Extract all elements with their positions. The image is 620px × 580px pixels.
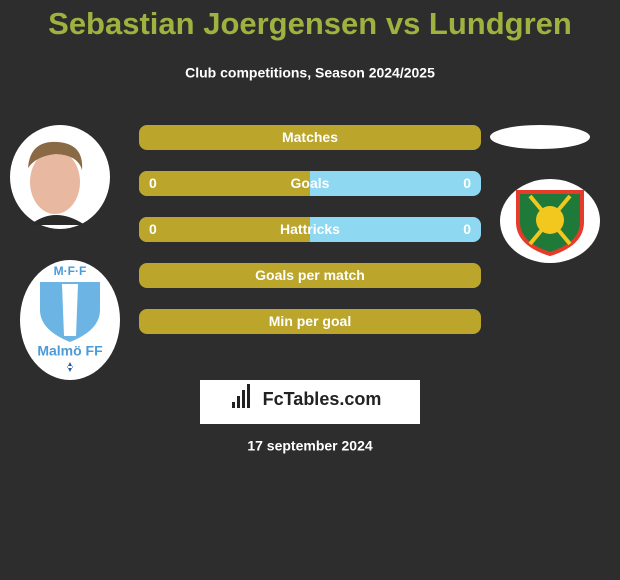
date: 17 september 2024: [247, 438, 373, 454]
placeholder: [490, 125, 590, 149]
row-label: Goals per match: [255, 267, 365, 283]
row-label: Hattricks: [280, 221, 340, 237]
bar: [139, 309, 481, 334]
left-value: 0: [149, 175, 157, 191]
left-value: 0: [149, 221, 157, 237]
row-label: Matches: [282, 129, 338, 145]
logo-text: M·F·F: [54, 264, 87, 278]
right-club-logo: [500, 179, 600, 263]
subtitle: Club competitions, Season 2024/2025: [185, 65, 435, 81]
bar: [139, 125, 481, 150]
right-value: 0: [463, 175, 471, 191]
right-value: 0: [463, 221, 471, 237]
brand: FcTables.com: [263, 389, 382, 409]
bar: [139, 263, 481, 288]
left-club-logo: M·F·F Malmö FF: [20, 260, 120, 380]
bar-left: [139, 217, 310, 242]
stat-rows: Matches 0 0 Goals 0 0 Hattricks Goals per match…: [139, 125, 481, 334]
row-label: Goals: [291, 175, 330, 191]
player-photo: [10, 125, 110, 229]
bar-left: [139, 171, 310, 196]
logo-text: Malmö FF: [37, 343, 103, 359]
row-label: Min per goal: [269, 313, 351, 329]
brand-box: FcTables.com: [200, 380, 420, 424]
title: Sebastian Joergensen vs Lundgren: [48, 6, 572, 41]
